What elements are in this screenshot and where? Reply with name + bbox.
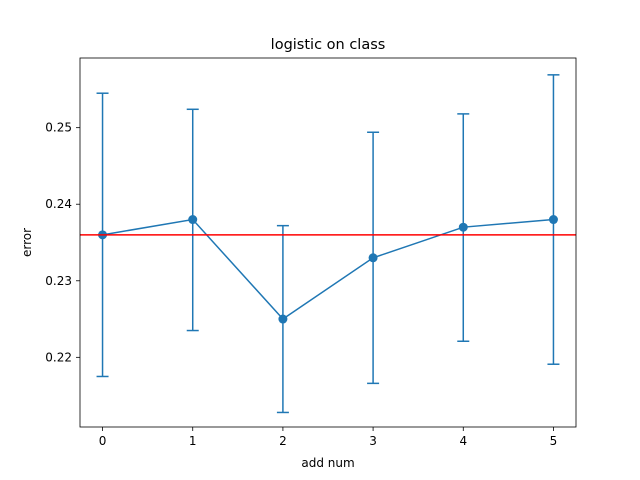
data-point: [548, 215, 558, 225]
series-line: [102, 218, 554, 321]
x-tick-label: 5: [550, 434, 558, 448]
x-tick-label: 4: [459, 434, 467, 448]
y-tick-label: 0.24: [45, 197, 72, 211]
y-axis-label: error: [20, 228, 34, 257]
y-tick-label: 0.22: [45, 350, 72, 364]
data-point: [278, 314, 288, 324]
x-tick-label: 2: [279, 434, 287, 448]
data-point: [368, 253, 378, 263]
x-ticks: 0 1 2 3 4 5: [99, 427, 558, 448]
data-point: [188, 215, 198, 225]
plot-area: [80, 74, 576, 414]
data-point: [458, 222, 468, 232]
x-tick-label: 3: [369, 434, 377, 448]
x-axis-label: add num: [301, 456, 354, 470]
axes-frame: [79, 57, 577, 428]
y-ticks: 0.22 0.23 0.24 0.25: [45, 121, 80, 364]
chart-title: logistic on class: [271, 37, 386, 53]
y-tick-label: 0.23: [45, 274, 72, 288]
y-tick-label: 0.25: [45, 121, 72, 135]
x-tick-label: 1: [189, 434, 197, 448]
x-tick-label: 0: [99, 434, 107, 448]
